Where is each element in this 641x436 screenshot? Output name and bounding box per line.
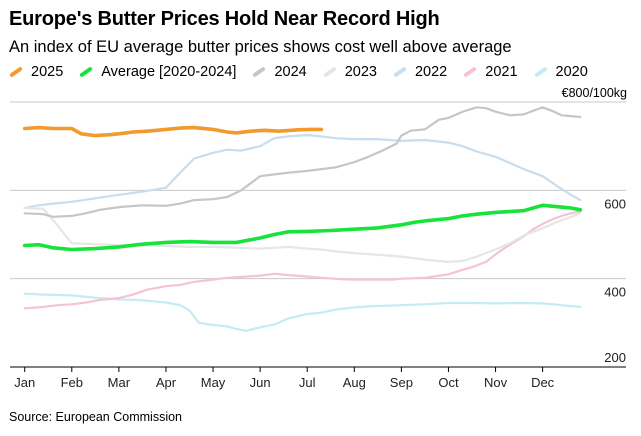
x-tick-label: Feb [61, 375, 83, 390]
legend-label: 2021 [485, 64, 518, 80]
legend-item-average: Average [2020-2024] [79, 64, 236, 80]
x-tick-label: Jun [250, 375, 271, 390]
series-line-2021 [23, 210, 582, 310]
y-axis-labels: 200 400 600 [604, 196, 626, 365]
series-line-2025 [22, 125, 324, 138]
legend-item-2025: 2025 [9, 64, 63, 80]
y-tick-label: 200 [604, 350, 626, 365]
series-line-average-2020-2024 [22, 203, 583, 252]
y-axis-unit-label: €800/100kg [561, 86, 627, 100]
legend-item-2022: 2022 [393, 64, 447, 80]
legend-label: 2025 [31, 64, 64, 80]
y-tick-label: 400 [604, 285, 626, 300]
gridlines [10, 101, 626, 368]
x-tick-label: Oct [438, 375, 459, 390]
chart-title: Europe's Butter Prices Hold Near Record … [9, 8, 440, 30]
legend-item-2021: 2021 [463, 64, 518, 80]
x-tick-label: May [201, 375, 226, 390]
x-tick-label: Jan [14, 375, 35, 390]
legend-label: 2024 [274, 64, 307, 80]
x-tick-label: Mar [108, 375, 131, 390]
x-tick-label: Nov [484, 375, 508, 390]
chart-legend: 2025 Average [2020-2024] 2024 2023 2022 … [9, 64, 604, 80]
chart-subtitle: An index of EU average butter prices sho… [9, 38, 512, 56]
x-tick-label: Jul [299, 375, 316, 390]
series-line-2020 [23, 292, 582, 332]
y-tick-label: 600 [604, 196, 626, 211]
legend-label: Average [2020-2024] [101, 64, 237, 80]
source-note: Source: European Commission [9, 410, 182, 424]
legend-item-2024: 2024 [252, 64, 307, 80]
legend-item-2020: 2020 [533, 64, 588, 80]
legend-label: 2022 [414, 64, 448, 80]
x-tick-label: Aug [343, 375, 366, 390]
series-line-2024 [23, 106, 582, 218]
x-tick-label: Apr [156, 375, 177, 390]
x-tick-label: Dec [531, 375, 555, 390]
legend-label: 2023 [344, 64, 377, 80]
legend-label: 2020 [555, 64, 588, 80]
x-axis: Jan Feb Mar Apr May Jun Jul Aug Sep Oct Nov Dec [14, 367, 555, 390]
series-lines [22, 106, 583, 332]
legend-item-2023: 2023 [322, 64, 377, 80]
x-tick-label: Sep [390, 375, 413, 390]
series-line-2022 [23, 134, 582, 210]
